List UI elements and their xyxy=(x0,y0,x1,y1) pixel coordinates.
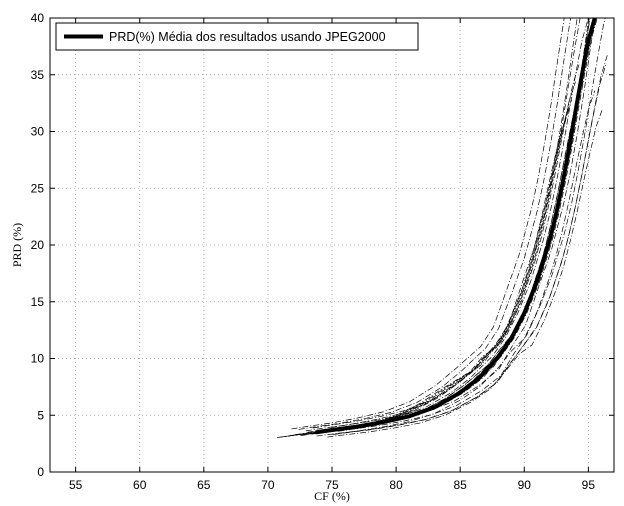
legend-label-mean-curve: PRD(%) Média dos resultados usando JPEG2… xyxy=(109,30,386,44)
axis-ticks: 55 60 65 70 75 80 85 90 95 0 5 10 15 20 25 30 35 40 xyxy=(31,11,614,492)
individual-result-line xyxy=(312,18,578,429)
y-tick-label: 5 xyxy=(37,408,44,422)
y-tick-label: 35 xyxy=(31,68,45,82)
y-tick-label: 15 xyxy=(31,295,45,309)
y-tick-label: 40 xyxy=(31,11,45,25)
y-tick-label: 20 xyxy=(31,238,45,252)
y-tick-label: 25 xyxy=(31,181,45,195)
plot-area xyxy=(50,18,614,472)
y-tick-label: 0 xyxy=(37,465,44,479)
y-axis-label: PRD (%) xyxy=(10,223,24,267)
series-line-mean-prd xyxy=(314,18,597,435)
legend-box xyxy=(55,22,419,51)
mean-curve-layer xyxy=(314,18,597,435)
individual-result-line xyxy=(291,18,565,430)
individual-result-line xyxy=(305,18,581,432)
x-tick-label: 70 xyxy=(261,478,275,492)
x-tick-label: 80 xyxy=(389,478,403,492)
x-axis-label: CF (%) xyxy=(314,489,350,503)
individual-result-line xyxy=(327,108,603,438)
x-tick-label: 60 xyxy=(133,478,147,492)
individual-result-line xyxy=(338,18,606,432)
individual-result-line xyxy=(332,63,607,436)
y-tick-label: 10 xyxy=(31,352,45,366)
legend: PRD(%) Média dos resultados usando JPEG2… xyxy=(55,22,419,51)
individual-result-line xyxy=(316,90,596,437)
x-tick-label: 65 xyxy=(197,478,211,492)
x-tick-label: 55 xyxy=(69,478,83,492)
x-tick-label: 90 xyxy=(518,478,532,492)
x-tick-label: 95 xyxy=(582,478,596,492)
x-tick-label: 75 xyxy=(325,478,339,492)
x-tick-label: 85 xyxy=(454,478,468,492)
y-tick-label: 30 xyxy=(31,125,45,139)
individual-result-line xyxy=(298,18,572,430)
